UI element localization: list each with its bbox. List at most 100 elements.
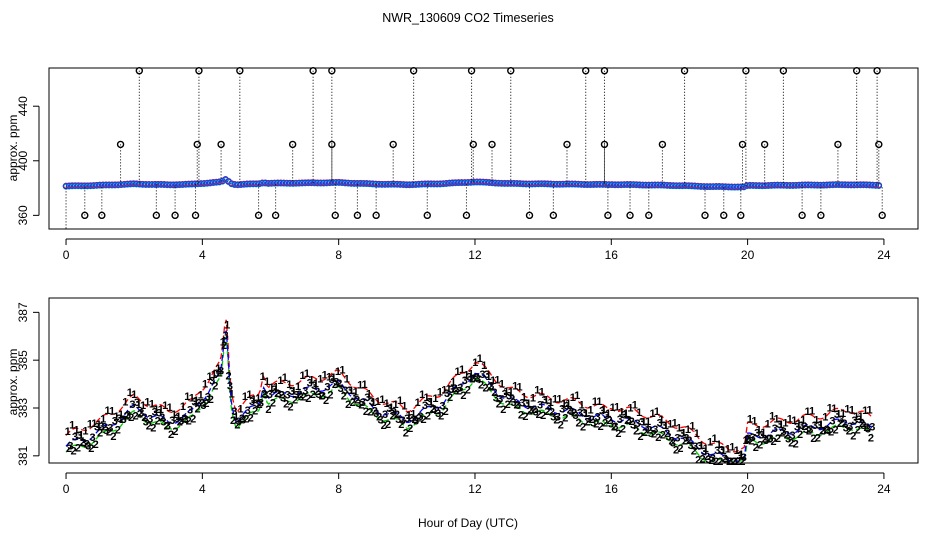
bottom-series-2-marker: 2 bbox=[97, 428, 103, 440]
top-series-3-point bbox=[338, 179, 346, 186]
bottom-series-3-marker: 3 bbox=[134, 397, 140, 409]
top-y-tick-label: 440 bbox=[16, 96, 30, 116]
bottom-series-1-marker: 1 bbox=[729, 441, 735, 453]
bottom-series-2-marker: 2 bbox=[513, 399, 519, 411]
bottom-series-2-marker: 2 bbox=[726, 456, 732, 468]
bottom-series-1-marker: 1 bbox=[579, 399, 585, 411]
bottom-series-1-marker: 1 bbox=[720, 445, 726, 457]
bottom-series-3-marker: 3 bbox=[200, 400, 206, 412]
top-series-3-point bbox=[280, 179, 288, 187]
top-series-3-point bbox=[206, 179, 214, 187]
top-series-3-point bbox=[786, 182, 794, 189]
bottom-series-1-marker: 1 bbox=[636, 407, 642, 419]
top-outlier-high-point bbox=[409, 67, 418, 75]
bottom-series-1-marker: 1 bbox=[596, 396, 602, 408]
bottom-series-3-marker: 3 bbox=[586, 413, 592, 425]
bottom-series-2-marker: 2 bbox=[332, 379, 338, 391]
bottom-series-2-marker: 2 bbox=[172, 426, 178, 438]
bottom-series-3-marker: 3 bbox=[714, 445, 720, 457]
bottom-series-3-marker: 3 bbox=[267, 389, 273, 401]
bottom-series-1-marker: 1 bbox=[503, 386, 509, 398]
bottom-series-2-marker: 2 bbox=[208, 394, 214, 406]
top-series-3-point bbox=[682, 182, 689, 189]
bottom-series-3-marker: 3 bbox=[453, 386, 459, 398]
top-series-3-point bbox=[182, 181, 189, 188]
bottom-series-3-marker: 3 bbox=[90, 432, 96, 444]
bottom-series-2-marker: 2 bbox=[868, 433, 874, 445]
bottom-series-3-marker: 3 bbox=[364, 392, 370, 404]
bottom-series-2-marker: 2 bbox=[770, 436, 776, 448]
top-series-3-point bbox=[492, 179, 499, 187]
top-series-3-point bbox=[191, 180, 199, 188]
bottom-series-1-marker: 1 bbox=[224, 320, 230, 332]
bottom-series-2-marker: 2 bbox=[828, 427, 834, 439]
top-series-3-point bbox=[394, 181, 401, 188]
bottom-series-2-marker: 2 bbox=[837, 418, 843, 430]
top-outlier-high-point bbox=[195, 67, 203, 75]
top-y-tick-label: 400 bbox=[16, 150, 30, 170]
bottom-series-2-marker: 2 bbox=[137, 408, 143, 420]
top-series-3-point bbox=[685, 182, 692, 189]
bottom-series-2-marker: 2 bbox=[509, 394, 515, 406]
bottom-series-1-marker: 1 bbox=[87, 419, 93, 431]
bottom-series-3-marker: 3 bbox=[568, 406, 574, 418]
bottom-series-2-marker: 2 bbox=[824, 424, 830, 436]
top-series-3-point bbox=[636, 181, 643, 189]
top-outlier-high-point bbox=[852, 67, 861, 75]
top-series-3-point bbox=[513, 180, 521, 187]
top-series-3-point bbox=[65, 182, 73, 190]
bottom-series-2-marker: 2 bbox=[115, 425, 121, 437]
bottom-series-3-marker: 3 bbox=[506, 390, 512, 402]
top-series-3-point bbox=[317, 179, 324, 187]
bottom-series-2-marker: 2 bbox=[398, 419, 404, 431]
bottom-series-3-marker: 3 bbox=[386, 403, 392, 415]
top-series-3-point bbox=[532, 180, 539, 188]
top-series-3-point bbox=[792, 182, 800, 189]
top-series-3-point bbox=[525, 180, 533, 188]
bottom-series-2-marker: 2 bbox=[850, 431, 856, 443]
top-series-3-point bbox=[87, 182, 94, 189]
bottom-series-1-marker: 1 bbox=[357, 379, 363, 391]
bottom-series-1-marker: 1 bbox=[672, 418, 678, 430]
bottom-series-2-marker: 2 bbox=[487, 382, 493, 394]
bottom-series-2-marker: 2 bbox=[527, 405, 533, 417]
bottom-series-3-marker: 3 bbox=[205, 391, 211, 403]
bottom-series-2-marker: 2 bbox=[753, 442, 759, 454]
bottom-series-1-marker: 1 bbox=[459, 364, 465, 376]
bottom-series-1-marker: 1 bbox=[348, 385, 354, 397]
top-outlier-low-point bbox=[353, 211, 362, 220]
bottom-series-1-marker: 1 bbox=[601, 404, 607, 416]
bottom-series-3-marker: 3 bbox=[856, 414, 862, 426]
bottom-series-1-marker: 1 bbox=[277, 375, 283, 387]
top-outlier-high-point bbox=[507, 67, 515, 75]
bottom-series-1-marker: 1 bbox=[543, 395, 549, 407]
bottom-series-2-marker: 2 bbox=[584, 416, 590, 428]
bottom-series-3-marker: 3 bbox=[174, 413, 180, 425]
bottom-series-1-marker: 1 bbox=[610, 402, 616, 414]
top-series-3-point bbox=[820, 181, 827, 189]
top-outlier-low-point bbox=[331, 211, 339, 220]
top-series-3-point bbox=[762, 182, 769, 189]
bottom-series-2-marker: 2 bbox=[762, 433, 768, 445]
bottom-series-1-marker: 1 bbox=[362, 379, 368, 391]
bottom-series-3-marker: 3 bbox=[276, 388, 282, 400]
top-series-3-point bbox=[808, 181, 815, 189]
bottom-series-1-marker: 1 bbox=[649, 408, 655, 420]
bottom-series-3-marker: 3 bbox=[187, 405, 193, 417]
top-series-3-point bbox=[237, 181, 245, 188]
top-series-3-point bbox=[314, 179, 321, 187]
bottom-series-1-marker: 1 bbox=[827, 402, 833, 414]
bottom-series-3-marker: 3 bbox=[169, 415, 175, 427]
bottom-series-3-marker: 3 bbox=[852, 415, 858, 427]
top-series-3-point bbox=[584, 181, 591, 188]
top-series-3-point bbox=[390, 180, 398, 188]
top-series-3-point bbox=[863, 181, 870, 189]
bottom-series-2-marker: 2 bbox=[84, 439, 90, 451]
bottom-series-2-marker: 2 bbox=[775, 433, 781, 445]
bottom-series-3-marker: 3 bbox=[440, 400, 446, 412]
bottom-series-3-marker: 3 bbox=[869, 422, 875, 434]
top-outlier-high-point bbox=[600, 67, 609, 75]
bottom-series-2-marker: 2 bbox=[243, 414, 249, 426]
bottom-series-2-marker: 2 bbox=[638, 431, 644, 443]
bottom-series-1-marker: 1 bbox=[113, 411, 119, 423]
